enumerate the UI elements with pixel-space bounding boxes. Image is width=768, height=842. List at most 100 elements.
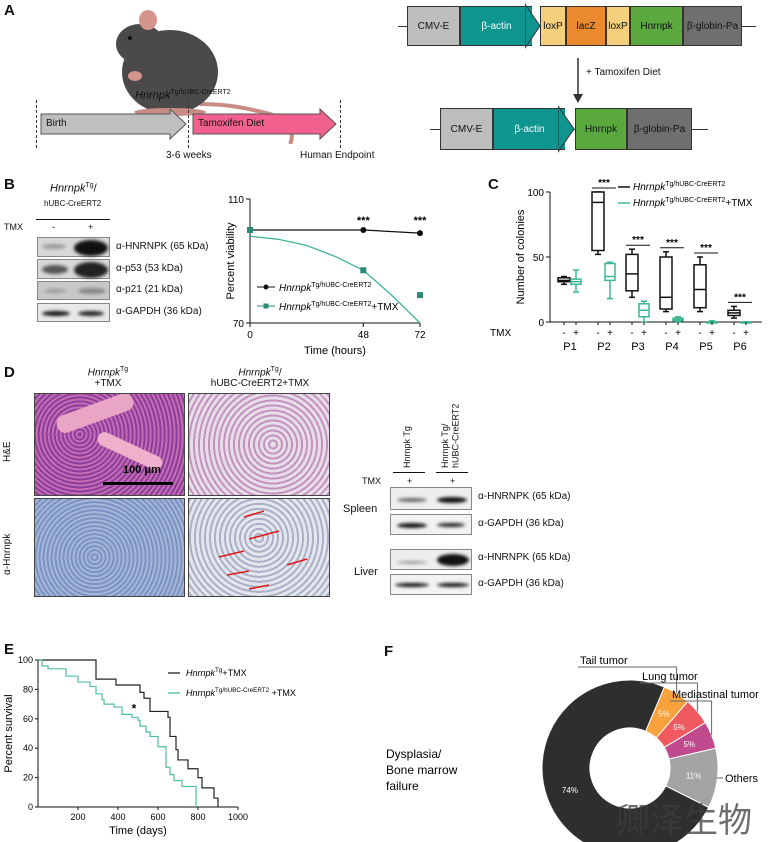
slice-label-dysplasia: failure	[386, 779, 419, 793]
legend-entry: HnrnpkTg+TMX	[186, 667, 247, 678]
tmx-mark: +	[675, 328, 681, 339]
y-tick-label: 40	[23, 743, 33, 753]
data-point-tmx	[247, 227, 253, 233]
blot-gapdh	[37, 303, 110, 322]
tmx-mark: -	[664, 328, 667, 339]
blot-liver-gapdh	[390, 574, 472, 595]
legend-control: HnrnpkTg/hUBC-CreERT2	[279, 282, 372, 294]
category-label: P3	[631, 341, 644, 353]
survival-curve-control	[38, 659, 219, 807]
tmx-mark: +	[709, 328, 715, 339]
box	[625, 253, 639, 292]
panel-label-f: F	[384, 643, 394, 660]
col1-header: HnrnpkTg +TMX	[87, 366, 129, 390]
lane2-header: Hnrnpk Tg/ hUBC-CreERT2	[440, 403, 461, 468]
row-label-he: H&E	[2, 441, 13, 462]
blot-liver-hnrnpk	[390, 549, 472, 570]
series-line-control	[250, 229, 421, 234]
tmx-label: TMX	[4, 222, 23, 232]
tmx-mark: +	[573, 328, 579, 339]
legend-tmx: HnrnpkTg/hUBC-CreERT2+TMX	[279, 301, 399, 313]
slice-label-dysplasia: Bone marrow	[386, 763, 458, 777]
tamoxifen-arrow	[192, 108, 337, 140]
slice-value-label: 5%	[684, 740, 696, 749]
slice-label-tail: Tail tumor	[580, 655, 628, 667]
lane-plus: +	[88, 222, 94, 232]
y-axis-label: Percent survival	[3, 694, 15, 772]
globin-segment: β-globin-Pa	[683, 6, 742, 46]
birth-label: Birth	[46, 118, 67, 129]
x-axis-label: Time (hours)	[304, 345, 366, 357]
significance-marker: *	[132, 702, 137, 716]
tmx-mark: +	[743, 328, 749, 339]
category-label: P6	[733, 341, 746, 353]
x-tick-label: 400	[110, 812, 125, 822]
y-tick-label: 0	[28, 802, 33, 812]
slice-label-dysplasia: Dysplasia/	[386, 747, 442, 761]
data-point-control	[417, 230, 423, 237]
hnrnpk-segment: Hnrnpk	[630, 6, 683, 46]
legend-marker-control	[263, 284, 269, 290]
band-label: α-HNRNPK (65 kDa)	[478, 552, 571, 563]
lane1-header: Hnrnpk Tg	[402, 426, 412, 468]
leader-line	[640, 682, 698, 712]
y-tick-label: 50	[533, 253, 545, 264]
lane-minus: -	[52, 222, 55, 232]
tamoxifen-diet-label: Tamoxifen Diet	[198, 118, 265, 129]
row-label-ihc: α-Hnrnpk	[2, 533, 13, 575]
tmx-mark: +	[641, 328, 647, 339]
band-label: α-HNRNPK (65 kDa)	[478, 491, 571, 502]
watermark: 卿泽生物	[616, 801, 752, 841]
loxp-segment: loxP	[606, 6, 630, 46]
legend-marker-tmx	[263, 303, 269, 309]
hnrnpk-segment: Hnrnpk	[575, 108, 627, 150]
legend-entry: HnrnpkTg/hUBC-CreERT2	[633, 181, 726, 193]
band-label: α-HNRNPK (65 kDa)	[116, 241, 209, 252]
y-tick-label: 110	[228, 195, 244, 206]
y-tick-label: 80	[23, 684, 33, 694]
he-tg-cre-image	[188, 393, 330, 496]
data-point-tmx	[360, 267, 367, 274]
legend-entry: HnrnpkTg/hUBC-CreERT2 +TMX	[186, 687, 296, 698]
blot-hnrnpk	[37, 237, 110, 257]
viability-chart: 70 110 0 48 72 Time (hours) Percent viability *…	[225, 195, 428, 357]
box	[591, 191, 605, 252]
band-label: α-p53 (53 kDa)	[116, 263, 183, 274]
y-tick-label: 60	[23, 714, 33, 724]
significance-marker: ***	[414, 215, 428, 227]
x-tick-label: 600	[150, 812, 165, 822]
y-axis-label: Number of colonies	[515, 209, 527, 304]
slice-value-label: 5%	[673, 723, 685, 732]
blot-header-sub: hUBC-CreERT2	[44, 199, 102, 208]
y-tick-label: 70	[233, 319, 245, 330]
x-tick-label: 200	[70, 812, 85, 822]
x-axis-label: Time (days)	[109, 825, 167, 837]
y-tick-label: 100	[527, 188, 544, 199]
box	[659, 256, 673, 310]
lacz-segment: lacZ	[566, 6, 606, 46]
tmx-mark: -	[698, 328, 701, 339]
lane-plus: +	[450, 476, 456, 486]
tmx-mark: +	[607, 328, 613, 339]
significance-marker: ***	[700, 243, 712, 254]
slice-label-lung: Lung tumor	[642, 671, 698, 683]
box	[693, 264, 707, 309]
band-label: α-GAPDH (36 kDa)	[478, 578, 564, 589]
blot-p53	[37, 259, 110, 279]
endpoint-label: Human Endpoint	[300, 150, 375, 161]
panel-label-c: C	[488, 176, 499, 193]
category-label: P2	[597, 341, 610, 353]
category-label: P4	[665, 341, 678, 353]
survival-curve-tmx	[38, 659, 197, 807]
x-tick-label: 72	[414, 330, 426, 341]
blot-spleen-gapdh	[390, 514, 472, 535]
x-tick-label: 0	[247, 330, 253, 341]
birth-arrow	[40, 108, 187, 140]
tissue-liver: Liver	[354, 566, 378, 578]
weeks-label: 3-6 weeks	[166, 150, 212, 161]
tamoxifen-arrow-label: + Tamoxifen Diet	[586, 67, 661, 78]
tmx-label: TMX	[490, 328, 511, 339]
significance-marker: ***	[666, 238, 678, 249]
box	[604, 262, 616, 282]
